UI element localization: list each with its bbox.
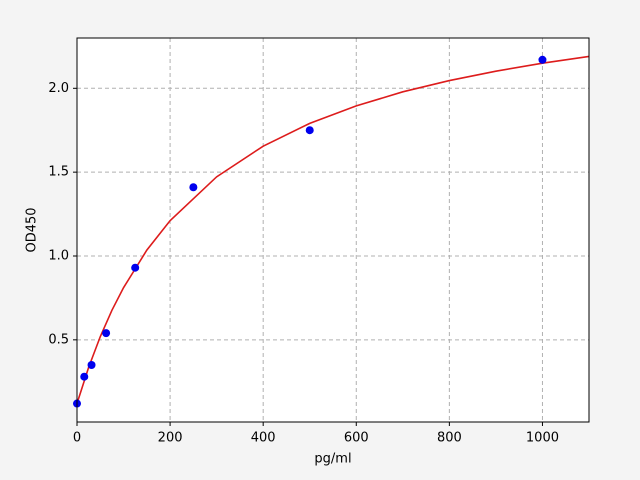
x-tick-label: 800 (437, 431, 462, 446)
y-axis-label: OD450 (25, 207, 40, 252)
x-tick-label: 0 (73, 431, 81, 446)
y-tick-label: 2.0 (48, 81, 69, 96)
x-tick-label: 600 (344, 431, 369, 446)
x-tick-label: 400 (251, 431, 276, 446)
data-point (87, 360, 96, 369)
data-point (80, 372, 89, 381)
data-point (131, 263, 140, 272)
x-tick-label: 200 (158, 431, 183, 446)
data-point (102, 329, 111, 338)
plot-area (77, 38, 589, 422)
data-point (538, 55, 547, 64)
fit-curve (76, 55, 590, 404)
data-point (189, 183, 198, 192)
y-tick-label: 0.5 (48, 332, 69, 347)
plot-frame (76, 37, 590, 423)
y-tick-label: 1.0 (48, 248, 69, 263)
data-point (305, 126, 314, 135)
x-tick-label: 1000 (526, 431, 559, 446)
y-tick-label: 1.5 (48, 165, 69, 180)
x-axis-label: pg/ml (314, 452, 351, 467)
